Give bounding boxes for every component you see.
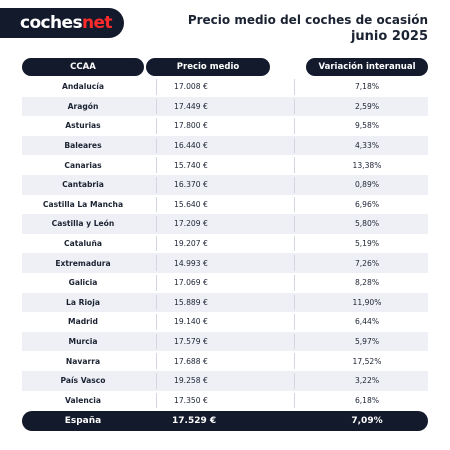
cell-variation: 13,38% xyxy=(352,160,382,170)
total-region: España xyxy=(64,416,102,426)
cell-variation: 6,44% xyxy=(354,317,380,327)
cell-variation: 6,18% xyxy=(354,395,380,405)
table-row: Murcia 17.579 € 5,97% xyxy=(22,331,428,352)
cell-variation: 9,58% xyxy=(354,121,380,131)
cell-price: 16.370 € xyxy=(174,180,208,190)
column-header-ccaa: CCAA xyxy=(22,58,144,76)
table-row: Castilla La Mancha 15.640 € 6,96% xyxy=(22,195,428,215)
table-row: País Vasco 19.258 € 3,22% xyxy=(22,370,428,391)
table-header: CCAA Precio medio Variación interanual xyxy=(22,58,428,76)
cell-price: 17.449 € xyxy=(174,101,208,111)
logo-text-coches: coches xyxy=(20,13,83,33)
cell-variation: 6,96% xyxy=(354,199,380,209)
cell-variation: 5,97% xyxy=(354,337,380,347)
table-row: Galicia 17.069 € 8,28% xyxy=(22,273,428,293)
column-header-variation: Variación interanual xyxy=(306,58,428,76)
cell-region: Asturias xyxy=(65,121,101,131)
cell-price: 17.209 € xyxy=(174,219,208,229)
cell-region: Valencia xyxy=(65,395,101,405)
total-row: España 17.529 € 7,09% xyxy=(22,411,428,431)
cell-variation: 4,33% xyxy=(354,141,380,151)
cell-variation: 0,89% xyxy=(354,180,380,190)
table-row: Baleares 16.440 € 4,33% xyxy=(22,135,428,156)
cell-region: Castilla y León xyxy=(51,219,115,229)
cell-variation: 5,19% xyxy=(354,239,380,249)
cell-price: 19.140 € xyxy=(174,317,208,327)
cell-price: 17.008 € xyxy=(174,82,208,92)
cell-price: 17.688 € xyxy=(174,356,208,366)
cell-variation: 11,90% xyxy=(352,297,382,307)
brand-logo: coches net xyxy=(0,8,124,38)
cell-region: Madrid xyxy=(68,317,98,327)
table-row: Aragón 17.449 € 2,59% xyxy=(22,96,428,117)
cell-price: 14.993 € xyxy=(174,258,208,268)
cell-region: Castilla La Mancha xyxy=(42,199,124,209)
cell-price: 15.889 € xyxy=(174,297,208,307)
table-row: Castilla y León 17.209 € 5,80% xyxy=(22,214,428,234)
table-row: Asturias 17.800 € 9,58% xyxy=(22,116,428,136)
total-price: 17.529 € xyxy=(172,416,217,426)
cell-price: 15.640 € xyxy=(174,199,208,209)
cell-price: 19.258 € xyxy=(174,376,208,386)
cell-region: País Vasco xyxy=(60,376,106,386)
cell-price: 15.740 € xyxy=(174,160,208,170)
cell-price: 19.207 € xyxy=(174,239,208,249)
cell-variation: 5,80% xyxy=(354,219,380,229)
cell-region: Canarias xyxy=(64,160,102,170)
table-row: Madrid 19.140 € 6,44% xyxy=(22,312,428,332)
cell-price: 16.440 € xyxy=(174,141,208,151)
table-row: Cantabria 16.370 € 0,89% xyxy=(22,174,428,195)
page-title: Precio medio del coches de ocasión xyxy=(187,13,428,27)
cell-variation: 3,22% xyxy=(354,376,380,386)
cell-variation: 8,28% xyxy=(354,278,380,288)
table-row: Navarra 17.688 € 17,52% xyxy=(22,351,428,371)
table-row: Canarias 15.740 € 13,38% xyxy=(22,155,428,175)
cell-region: Murcia xyxy=(68,337,98,347)
cell-region: La Rioja xyxy=(65,297,100,307)
cell-price: 17.579 € xyxy=(174,337,208,347)
cell-variation: 7,18% xyxy=(354,82,380,92)
total-variation: 7,09% xyxy=(351,416,383,426)
table-row: Extremadura 14.993 € 7,26% xyxy=(22,253,428,273)
cell-price: 17.800 € xyxy=(174,121,208,131)
cell-region: Extremadura xyxy=(55,258,111,268)
table-row: Cataluña 19.207 € 5,19% xyxy=(22,234,428,254)
cell-region: Cantabria xyxy=(62,180,104,190)
column-header-price: Precio medio xyxy=(146,58,270,76)
logo-text-net: net xyxy=(82,13,113,33)
page-subtitle: junio 2025 xyxy=(350,29,428,44)
table-row: Andalucía 17.008 € 7,18% xyxy=(22,77,428,97)
cell-region: Baleares xyxy=(64,141,102,151)
cell-region: Aragón xyxy=(67,101,99,111)
cell-region: Cataluña xyxy=(64,239,102,249)
cell-region: Navarra xyxy=(65,356,101,366)
cell-variation: 7,26% xyxy=(354,258,380,268)
cell-region: Galicia xyxy=(68,278,98,288)
cell-price: 17.350 € xyxy=(174,395,208,405)
table-row: Valencia 17.350 € 6,18% xyxy=(22,391,428,411)
cell-variation: 17,52% xyxy=(352,356,382,366)
cell-region: Andalucía xyxy=(61,82,105,92)
table-body: Andalucía 17.008 € 7,18% Aragón 17.449 € 2,59… xyxy=(22,77,428,410)
cell-variation: 2,59% xyxy=(354,101,380,111)
table-row: La Rioja 15.889 € 11,90% xyxy=(22,292,428,313)
cell-price: 17.069 € xyxy=(174,278,208,288)
